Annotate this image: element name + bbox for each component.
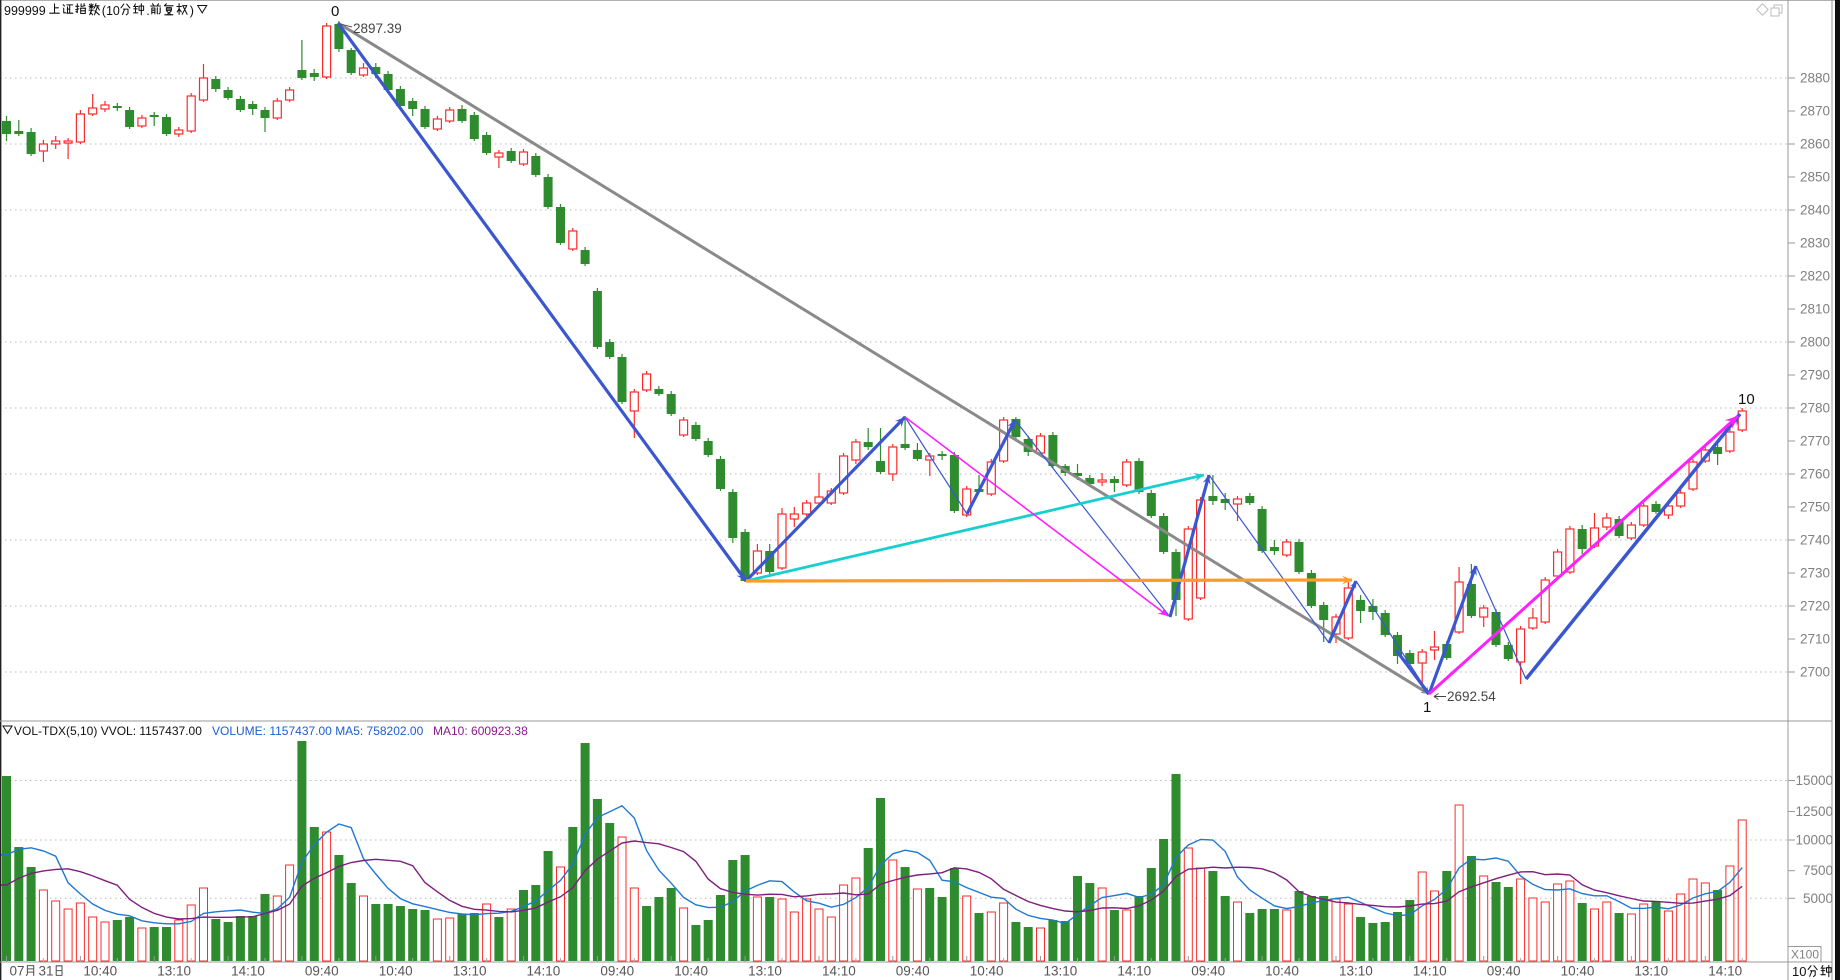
svg-text:10000: 10000: [1795, 833, 1833, 848]
svg-text:09:40: 09:40: [305, 964, 339, 979]
svg-text:2730: 2730: [1800, 566, 1830, 581]
svg-text:7500: 7500: [1803, 863, 1833, 878]
svg-text:2860: 2860: [1800, 137, 1830, 152]
svg-text:5000: 5000: [1803, 891, 1833, 906]
svg-text:07: 07: [10, 964, 25, 979]
svg-text:2830: 2830: [1800, 236, 1830, 251]
svg-text:2840: 2840: [1800, 203, 1830, 218]
svg-text:09:40: 09:40: [600, 964, 634, 979]
svg-text:09:40: 09:40: [896, 964, 930, 979]
svg-text:2710: 2710: [1800, 632, 1830, 647]
svg-text:14:10: 14:10: [1708, 964, 1742, 979]
svg-text:15000: 15000: [1795, 773, 1833, 788]
svg-text:2770: 2770: [1800, 434, 1830, 449]
svg-text:1: 1: [1423, 699, 1431, 716]
svg-text:MA10: 600923.38: MA10: 600923.38: [433, 724, 528, 738]
svg-text:2750: 2750: [1800, 500, 1830, 515]
svg-text:09:40: 09:40: [1191, 964, 1225, 979]
svg-text:09:40: 09:40: [1487, 964, 1521, 979]
svg-text:13:10: 13:10: [1634, 964, 1668, 979]
svg-text:10:40: 10:40: [970, 964, 1004, 979]
svg-text:2780: 2780: [1800, 401, 1830, 416]
svg-text:2720: 2720: [1800, 599, 1830, 614]
svg-text:14:10: 14:10: [1413, 964, 1447, 979]
svg-text:13:10: 13:10: [157, 964, 191, 979]
svg-text:31: 31: [39, 964, 54, 979]
svg-text:13:10: 13:10: [748, 964, 782, 979]
svg-text:2700: 2700: [1800, 665, 1830, 680]
svg-text:10:40: 10:40: [674, 964, 708, 979]
svg-text:.: .: [146, 4, 149, 18]
svg-text:2850: 2850: [1800, 170, 1830, 185]
svg-text:2870: 2870: [1800, 104, 1830, 119]
svg-text:10:40: 10:40: [1265, 964, 1299, 979]
svg-text:10: 10: [1792, 964, 1806, 979]
svg-text:14:10: 14:10: [231, 964, 265, 979]
svg-text:10: 10: [1738, 391, 1755, 408]
svg-text:14:10: 14:10: [822, 964, 856, 979]
svg-text:2810: 2810: [1800, 302, 1830, 317]
svg-text:13:10: 13:10: [1044, 964, 1078, 979]
svg-text:13:10: 13:10: [453, 964, 487, 979]
svg-text:10:40: 10:40: [1561, 964, 1595, 979]
svg-text:12500: 12500: [1795, 804, 1833, 819]
svg-text:2880: 2880: [1800, 71, 1830, 86]
svg-text:VOL-TDX(5,10) VVOL: 1157437.00: VOL-TDX(5,10) VVOL: 1157437.00: [14, 724, 202, 738]
svg-text:2740: 2740: [1800, 533, 1830, 548]
svg-text:14:10: 14:10: [527, 964, 561, 979]
svg-text:X100: X100: [1791, 948, 1819, 962]
svg-text:10:40: 10:40: [379, 964, 413, 979]
svg-text:2760: 2760: [1800, 467, 1830, 482]
svg-text:(10: (10: [102, 4, 120, 18]
svg-text:2692.54: 2692.54: [1447, 689, 1496, 704]
svg-text:10:40: 10:40: [83, 964, 117, 979]
svg-text:13:10: 13:10: [1339, 964, 1373, 979]
svg-text:999999: 999999: [4, 4, 46, 18]
svg-text:0: 0: [331, 3, 339, 20]
svg-text:VOLUME: 1157437.00 MA5: 75820: VOLUME: 1157437.00 MA5: 758202.00: [212, 724, 424, 738]
svg-text:2820: 2820: [1800, 269, 1830, 284]
svg-text:2800: 2800: [1800, 335, 1830, 350]
svg-text:2790: 2790: [1800, 368, 1830, 383]
svg-text:14:10: 14:10: [1117, 964, 1151, 979]
svg-text:2897.39: 2897.39: [353, 21, 402, 36]
svg-text:): ): [190, 4, 194, 18]
